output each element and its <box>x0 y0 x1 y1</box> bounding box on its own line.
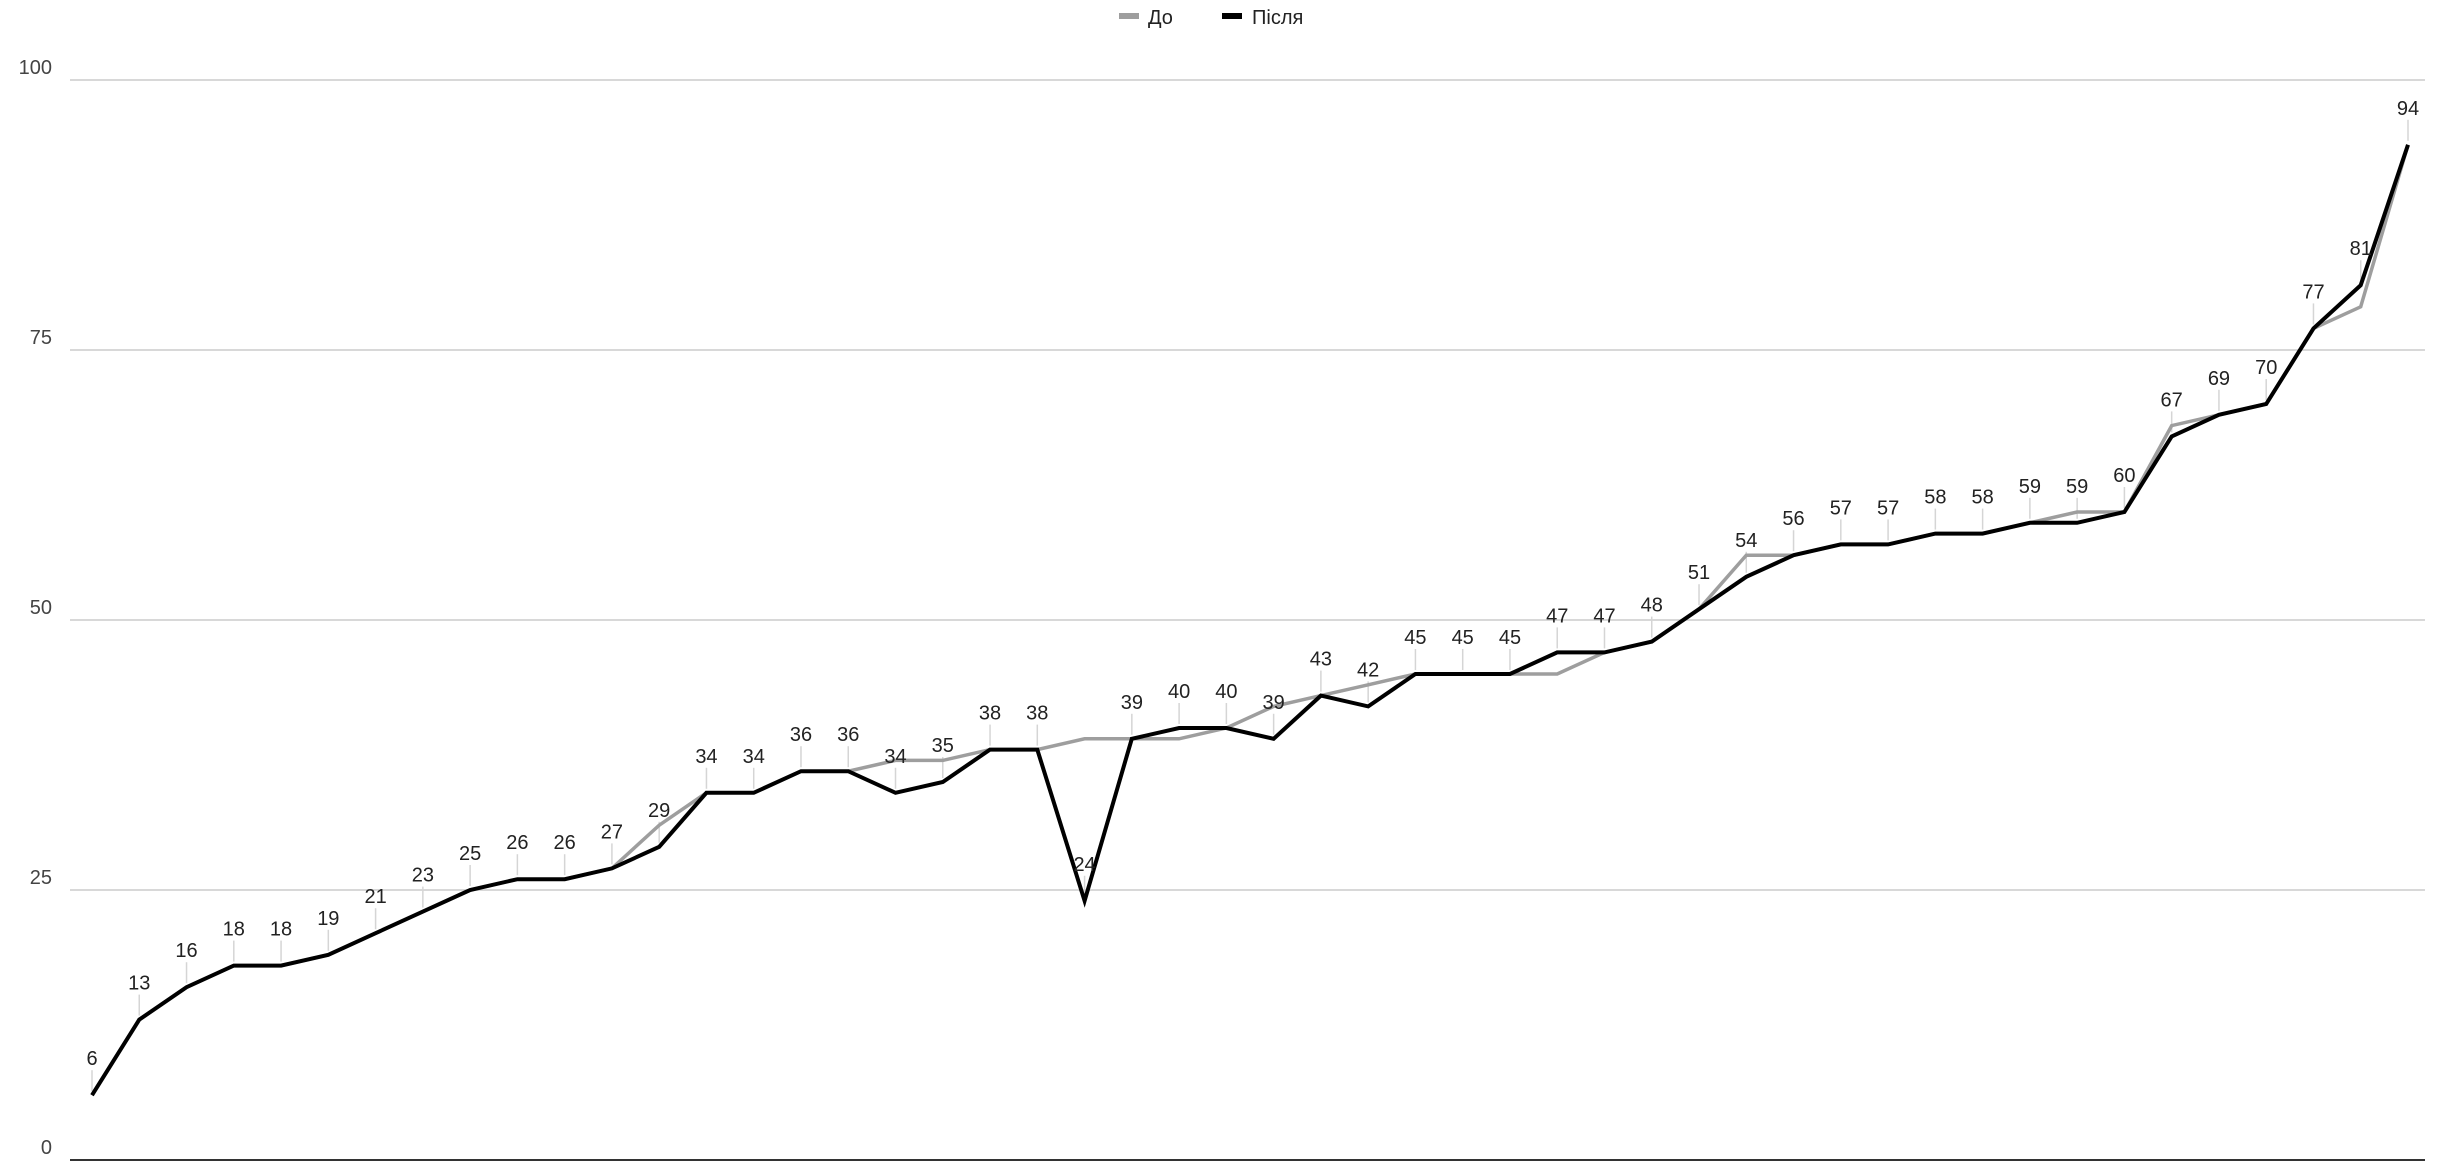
legend-swatch-after <box>1222 13 1242 19</box>
data-label: 18 <box>223 919 245 941</box>
data-label: 47 <box>1593 605 1615 627</box>
data-label: 57 <box>1830 497 1852 519</box>
data-label: 59 <box>2066 476 2088 498</box>
y-tick-label: 50 <box>30 597 52 619</box>
data-label: 34 <box>884 746 906 768</box>
data-label: 45 <box>1499 627 1521 649</box>
data-label: 58 <box>1971 487 1993 509</box>
data-label: 45 <box>1452 627 1474 649</box>
data-label: 23 <box>412 865 434 887</box>
data-label: 19 <box>317 908 339 930</box>
legend: До Після <box>1119 7 1303 29</box>
y-tick-label: 100 <box>19 57 52 79</box>
data-label: 58 <box>1924 487 1946 509</box>
data-label: 36 <box>790 724 812 746</box>
data-label: 48 <box>1641 595 1663 617</box>
data-label: 38 <box>1026 703 1048 725</box>
data-label: 13 <box>128 973 150 995</box>
data-label: 94 <box>2397 98 2419 120</box>
data-label: 18 <box>270 919 292 941</box>
data-label: 34 <box>743 746 765 768</box>
data-label: 25 <box>459 843 481 865</box>
legend-label-after: Після <box>1252 7 1303 29</box>
data-label: 39 <box>1263 692 1285 714</box>
y-tick-label: 75 <box>30 327 52 349</box>
data-label: 57 <box>1877 497 1899 519</box>
legend-item-after: Після <box>1222 7 1303 29</box>
data-label: 40 <box>1168 681 1190 703</box>
data-label: 45 <box>1404 627 1426 649</box>
data-label: 21 <box>364 886 386 908</box>
data-label: 29 <box>648 800 670 822</box>
data-label: 60 <box>2113 465 2135 487</box>
data-label: 69 <box>2208 368 2230 390</box>
data-label: 16 <box>175 940 197 962</box>
data-label: 24 <box>1073 854 1095 876</box>
data-label: 47 <box>1546 605 1568 627</box>
data-label: 77 <box>2302 281 2324 303</box>
series-line-after <box>90 144 2410 1097</box>
legend-label-before: До <box>1148 7 1173 29</box>
data-label: 59 <box>2019 476 2041 498</box>
data-label: 40 <box>1215 681 1237 703</box>
data-label: 67 <box>2161 389 2183 411</box>
data-label: 70 <box>2255 357 2277 379</box>
data-label: 54 <box>1735 530 1757 552</box>
data-label: 6 <box>86 1048 97 1070</box>
data-label: 35 <box>932 735 954 757</box>
y-tick-label: 0 <box>41 1137 52 1159</box>
y-axis-ticks: 0 25 50 75 100 <box>19 57 52 1159</box>
data-labels: 6 13 16 18 18 19 21 23 25 26 26 27 29 34 34 36 36 34 35 38 3… <box>86 98 2419 1070</box>
data-label: 39 <box>1121 692 1143 714</box>
legend-swatch-before <box>1119 13 1139 19</box>
data-label: 34 <box>695 746 717 768</box>
series-lines <box>90 144 2410 1097</box>
legend-item-before: До <box>1119 7 1173 29</box>
data-label: 38 <box>979 703 1001 725</box>
data-label: 26 <box>506 832 528 854</box>
data-label: 27 <box>601 821 623 843</box>
data-label: 81 <box>2350 238 2372 260</box>
data-label: 43 <box>1310 649 1332 671</box>
data-label: 42 <box>1357 659 1379 681</box>
y-tick-label: 25 <box>30 867 52 889</box>
label-leader-lines <box>91 119 2409 1092</box>
data-label: 56 <box>1782 508 1804 530</box>
data-label: 36 <box>837 724 859 746</box>
data-label: 51 <box>1688 562 1710 584</box>
gridlines <box>70 79 2425 1161</box>
data-label: 26 <box>554 832 576 854</box>
